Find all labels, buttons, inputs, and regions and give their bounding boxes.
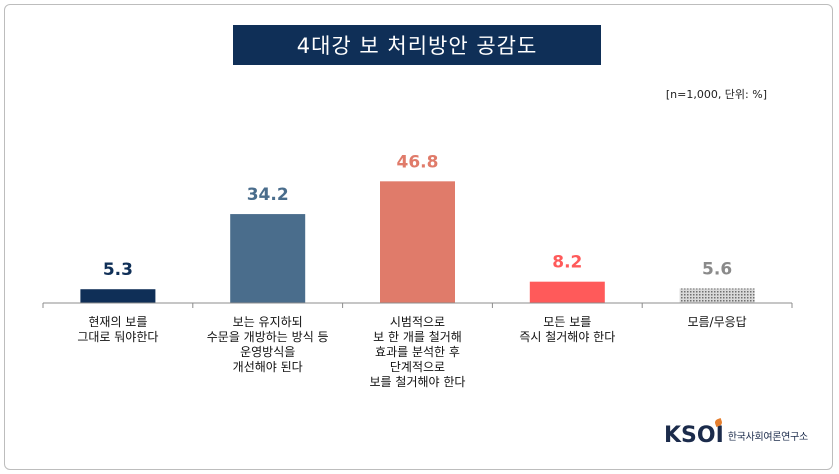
value-label-3: 46.8: [397, 152, 439, 172]
category-label-4: 모든 보를 즉시 철거해야 한다: [519, 315, 616, 344]
bar-3: [380, 181, 455, 303]
bar-4: [529, 281, 605, 303]
chart-title: 4대강 보 처리방안 공감도: [233, 25, 601, 65]
value-label-1: 5.3: [103, 260, 133, 280]
logo-text: 한국사회여론연구소: [727, 432, 808, 443]
value-label-2: 34.2: [247, 185, 289, 205]
category-label-1: 현재의 보를 그대로 둬야한다: [77, 315, 159, 344]
category-label-2: 보는 유지하되 수문을 개방하는 방식 등 운영방식을 개선해야 된다: [206, 315, 329, 374]
logo-mark: KSOI: [664, 418, 724, 448]
bar-1: [80, 289, 156, 303]
ksoi-logo: KSOI 한국사회여론연구소: [664, 418, 808, 448]
bar-2: [230, 214, 306, 303]
value-label-5: 5.6: [702, 259, 732, 279]
value-label-4: 8.2: [552, 253, 582, 273]
unit-note: [n=1,000, 단위: %]: [665, 88, 767, 101]
category-label-5: 모름/무응답: [687, 315, 747, 329]
category-label-3: 시범적으로 보 한 개를 철거해 효과를 분석한 후 단계적으로 보를 철거해야…: [369, 315, 466, 389]
bar-5: [679, 288, 755, 303]
